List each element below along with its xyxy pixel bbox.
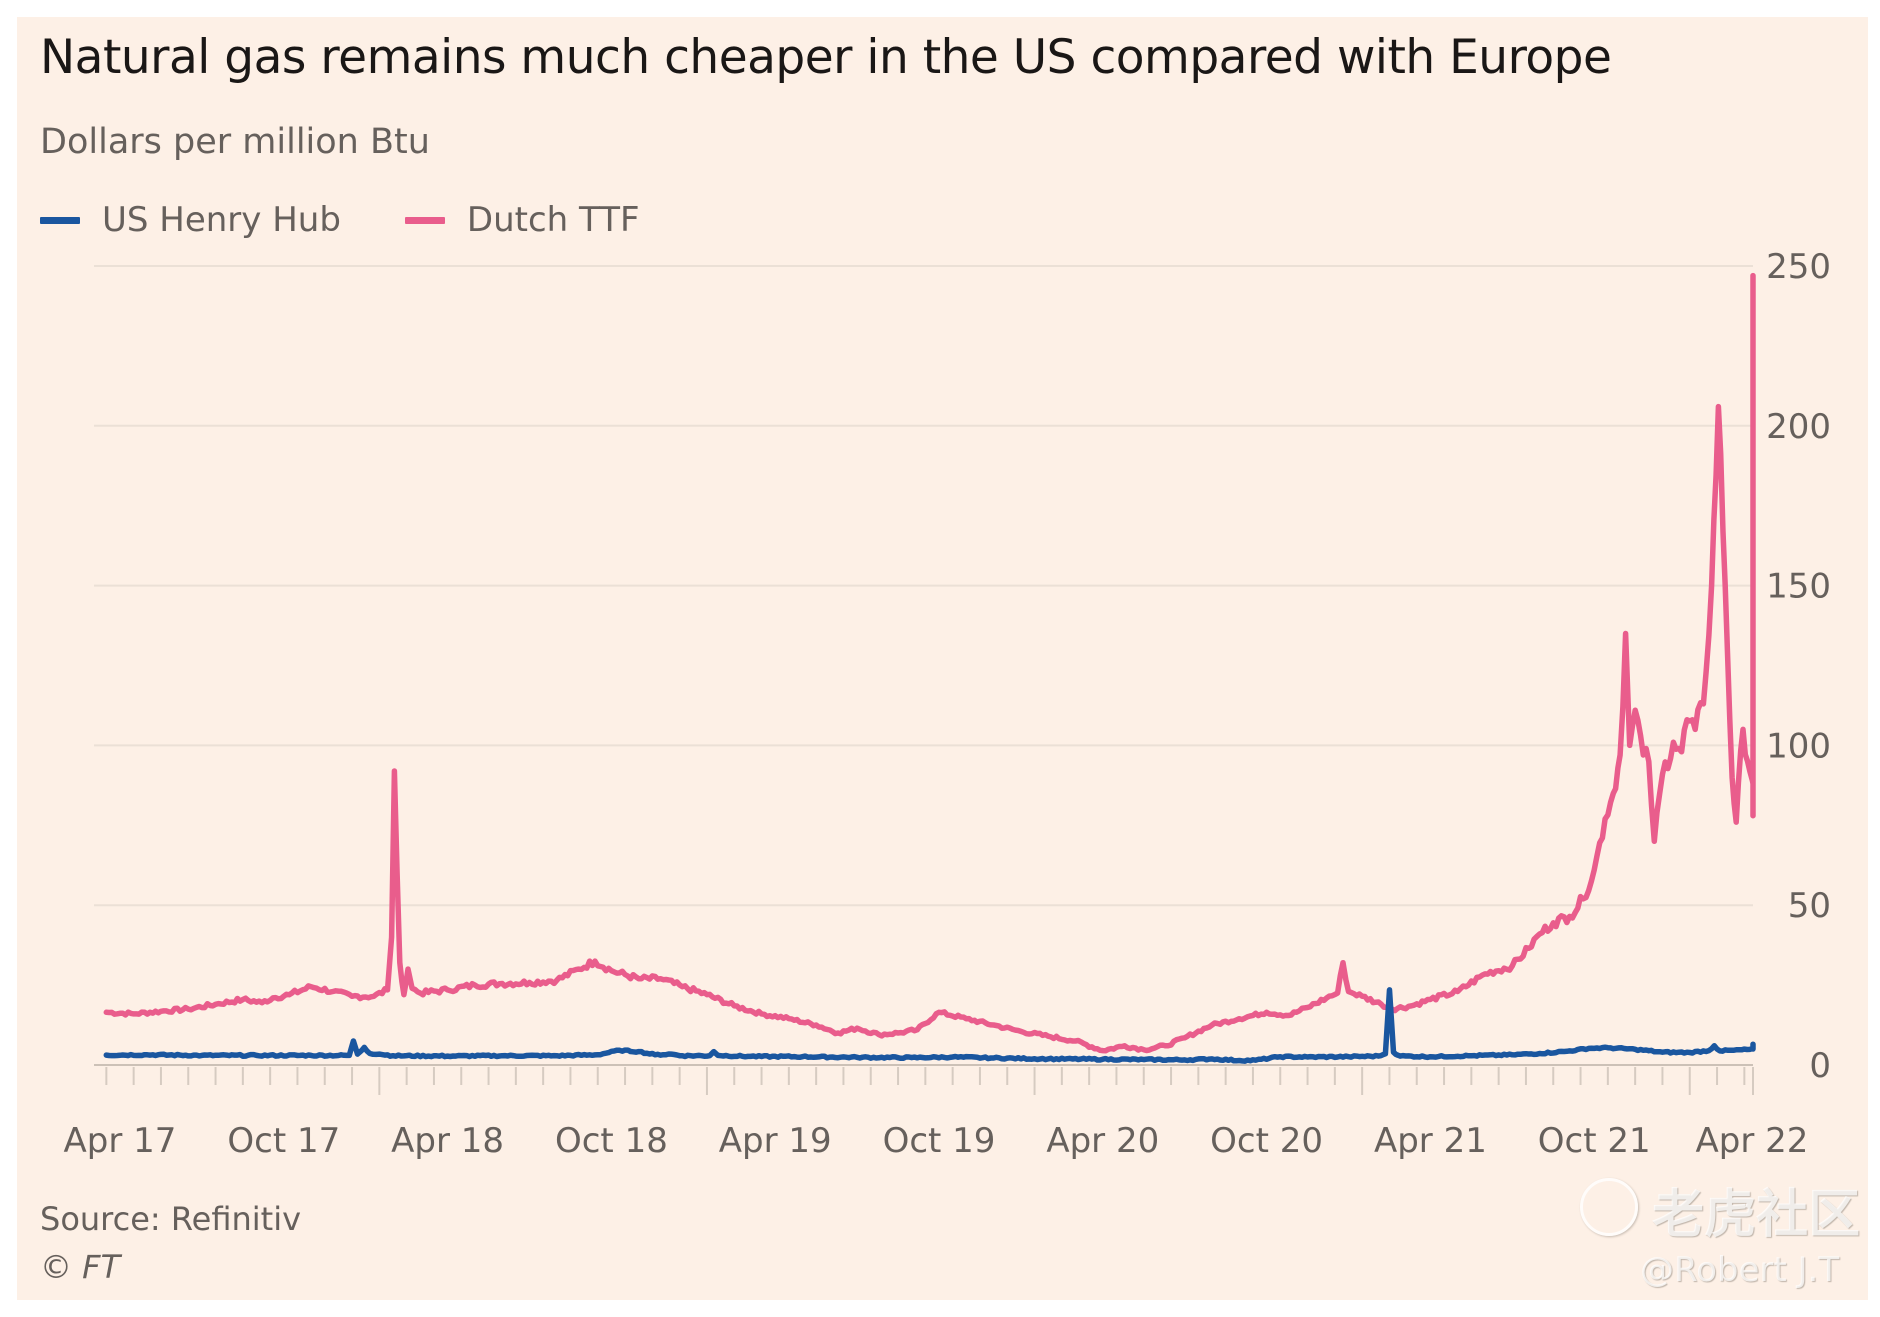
legend-label-dutch-ttf: Dutch TTF bbox=[466, 200, 640, 240]
x-tick-label: Apr 20 bbox=[1046, 1121, 1159, 1161]
series-line-dutch-ttf bbox=[103, 272, 1756, 1054]
x-tick-label: Oct 19 bbox=[883, 1121, 996, 1161]
y-axis-labels: 0 50 100 150 200 250 bbox=[1766, 247, 1831, 1086]
legend-swatch-dutch-ttf bbox=[404, 216, 445, 224]
watermark-user: @Robert J.T bbox=[1640, 1250, 1840, 1290]
source-note: Source: Refinitiv bbox=[40, 1200, 302, 1238]
x-tick-label: Oct 17 bbox=[227, 1121, 340, 1161]
x-tick-label: Oct 21 bbox=[1538, 1121, 1651, 1161]
watermark-logo-icon bbox=[1580, 1178, 1638, 1236]
copyright-note: © FT bbox=[40, 1248, 121, 1286]
series-line-henry-hub bbox=[103, 987, 1756, 1064]
series-lines bbox=[103, 272, 1756, 1064]
x-axis: Apr 17 Oct 17 Apr 18 Oct 18 Apr 19 Oct 19 Apr … bbox=[64, 1064, 1809, 1161]
y-tick-label: 50 bbox=[1788, 886, 1831, 926]
chart-panel bbox=[17, 17, 1868, 1300]
y-tick-label: 100 bbox=[1766, 726, 1831, 766]
y-tick-label: 250 bbox=[1766, 247, 1831, 287]
y-tick-label: 150 bbox=[1766, 567, 1831, 607]
y-tick-label: 0 bbox=[1809, 1046, 1831, 1086]
y-tick-label: 200 bbox=[1766, 407, 1831, 447]
x-tick-label: Apr 22 bbox=[1696, 1121, 1809, 1161]
x-tick-label: Oct 20 bbox=[1210, 1121, 1323, 1161]
legend-item-henry-hub: US Henry Hub bbox=[40, 200, 341, 240]
gridlines bbox=[94, 265, 1753, 907]
x-tick-label: Apr 17 bbox=[64, 1121, 177, 1161]
x-tick-label: Apr 19 bbox=[719, 1121, 832, 1161]
legend-swatch-henry-hub bbox=[40, 216, 80, 224]
legend-label-henry-hub: US Henry Hub bbox=[102, 200, 341, 240]
x-tick-label: Apr 21 bbox=[1374, 1121, 1487, 1161]
watermark-site: 老虎社区 bbox=[1652, 1185, 1861, 1245]
x-tick-label: Apr 18 bbox=[391, 1121, 504, 1161]
x-tick-label: Oct 18 bbox=[555, 1121, 668, 1161]
chart-subtitle: Dollars per million Btu bbox=[40, 122, 430, 162]
chart-title: Natural gas remains much cheaper in the … bbox=[40, 30, 1612, 85]
legend: US Henry Hub Dutch TTF bbox=[40, 200, 704, 240]
legend-item-dutch-ttf: Dutch TTF bbox=[404, 200, 640, 240]
